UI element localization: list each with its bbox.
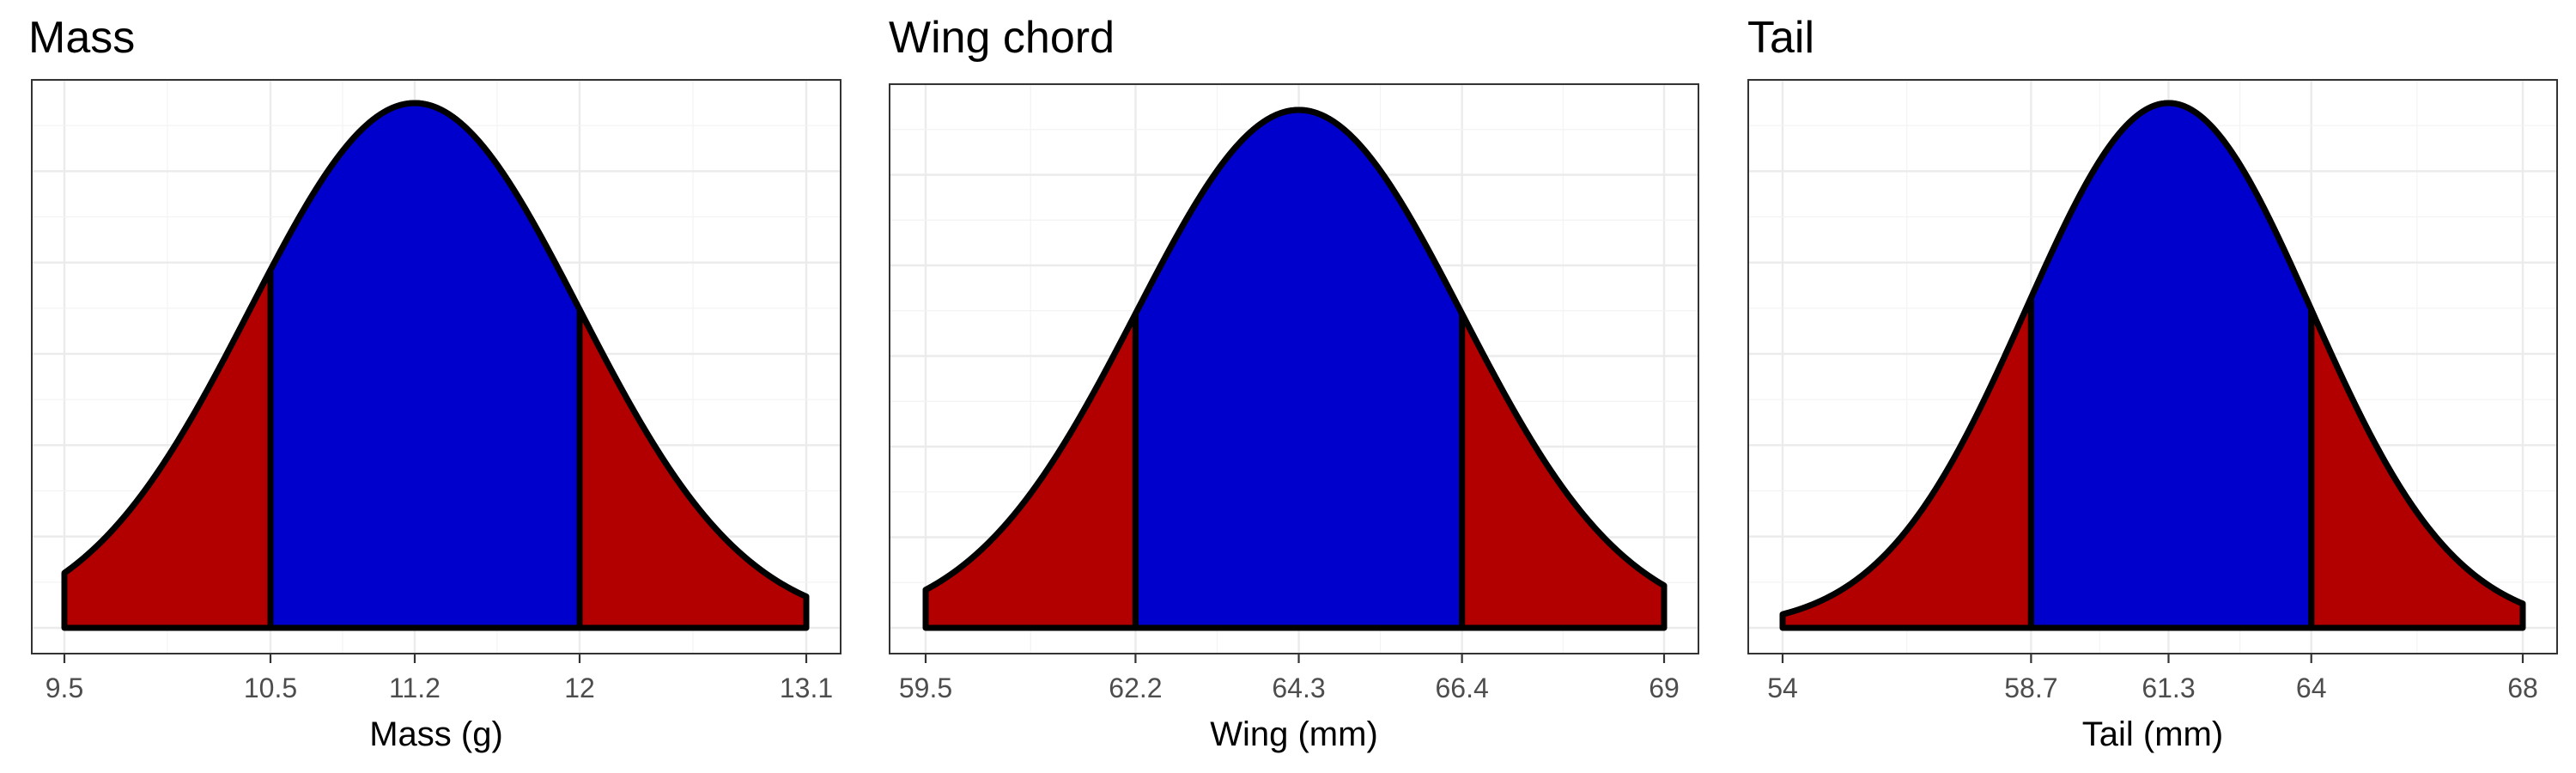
panel-title: Tail	[1747, 13, 1814, 63]
density-curve	[62, 100, 808, 631]
panel-wing-chord: Wing chord 59.5 62.2 64.3 66.4 69 Wing (mm)	[889, 13, 1699, 753]
x-axis-label: Mass (g)	[369, 715, 503, 753]
x-tick-label: 62.2	[1109, 673, 1162, 703]
x-tick-label: 12	[564, 673, 595, 703]
density-curve	[1782, 100, 2524, 631]
x-tick-label: 10.5	[244, 673, 297, 703]
x-tick-label: 68	[2507, 673, 2538, 703]
x-axis-label: Tail (mm)	[2082, 715, 2223, 753]
x-tick-label: 66.4	[1435, 673, 1488, 703]
panel-title: Mass	[28, 13, 135, 63]
density-curve	[924, 107, 1666, 631]
panel-border	[31, 79, 841, 654]
x-axis-ticks: 54 58.7 61.3 64 68	[1767, 654, 2538, 703]
x-tick-label: 58.7	[2004, 673, 2057, 703]
x-tick-label: 54	[1767, 673, 1798, 703]
x-axis-label: Wing (mm)	[1210, 715, 1378, 753]
x-tick-label: 69	[1649, 673, 1680, 703]
density-curve-line	[924, 107, 1666, 593]
panel-border	[889, 83, 1699, 654]
density-curve-line	[62, 100, 808, 600]
density-curve-line	[1782, 100, 2524, 618]
x-axis-ticks: 59.5 62.2 64.3 66.4 69	[899, 654, 1680, 703]
x-tick-label: 64	[2296, 673, 2327, 703]
x-tick-label: 11.2	[389, 673, 440, 703]
x-tick-label: 9.5	[46, 673, 83, 703]
panel-mass: Mass 9.5 10.5 11.2 12 13.1 Mass (g)	[28, 13, 841, 753]
panel-tail: Tail 54 58.7 61.3 64 68 Tail (mm)	[1747, 13, 2558, 753]
panel-border	[1747, 79, 2558, 654]
x-tick-label: 61.3	[2142, 673, 2195, 703]
x-tick-label: 13.1	[780, 673, 833, 703]
x-tick-label: 59.5	[899, 673, 952, 703]
x-axis-ticks: 9.5 10.5 11.2 12 13.1	[46, 654, 833, 703]
x-tick-label: 64.3	[1272, 673, 1325, 703]
panel-title: Wing chord	[889, 13, 1115, 63]
